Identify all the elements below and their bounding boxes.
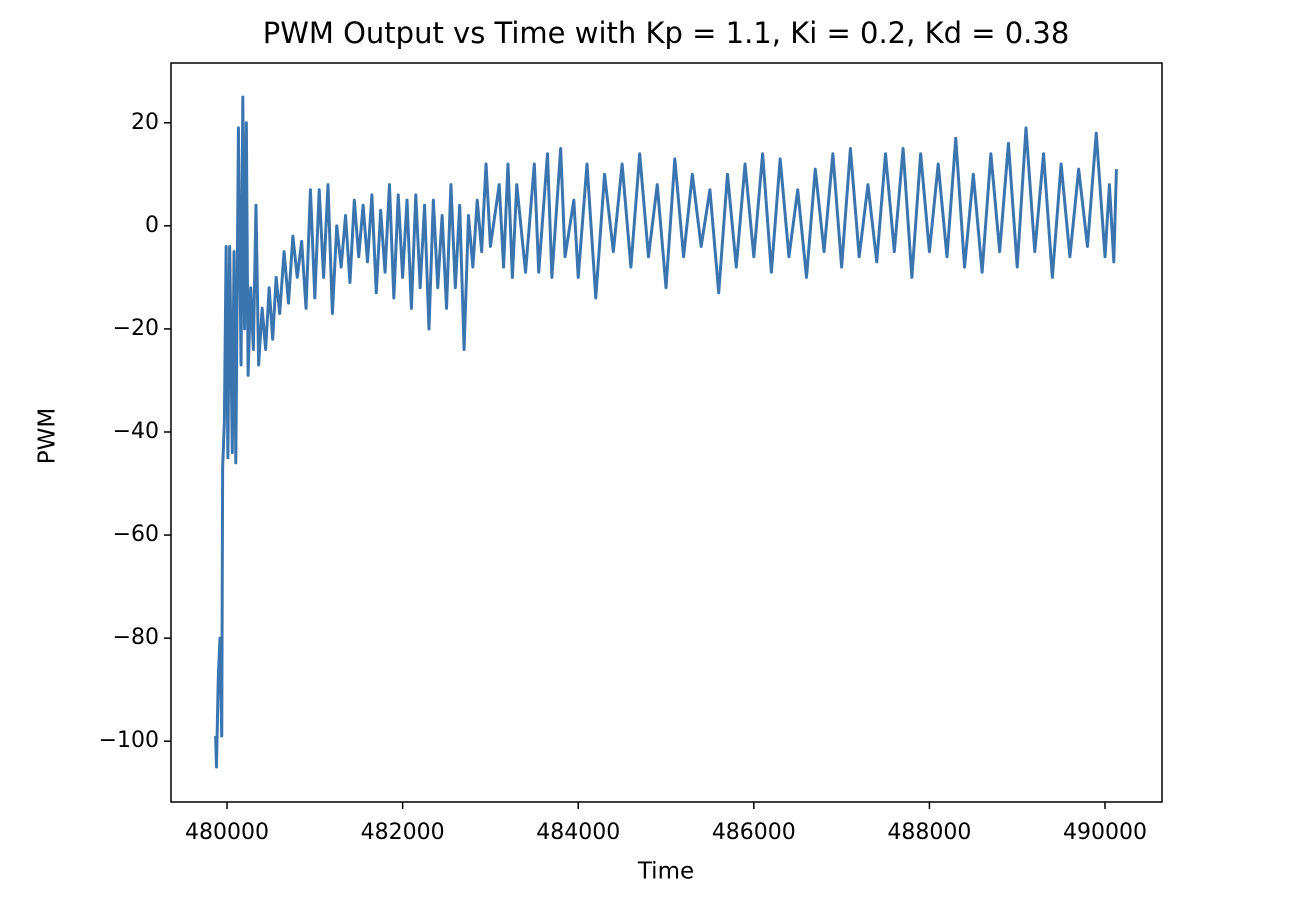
x-axis-label: Time [637, 859, 694, 885]
y-axis-label: PWM [35, 408, 61, 464]
x-tick-label: 486000 [712, 820, 796, 845]
y-tick-label: −100 [99, 728, 159, 753]
y-tick-label: 0 [145, 213, 159, 238]
plot-frame [170, 62, 1163, 803]
x-tick-label: 480000 [185, 820, 269, 845]
y-tick-label: −80 [113, 625, 159, 650]
x-tick-label: 488000 [887, 820, 971, 845]
data-line [214, 95, 1118, 769]
x-tick-label: 490000 [1063, 820, 1147, 845]
x-tick-label: 482000 [361, 820, 445, 845]
chart-title: PWM Output vs Time with Kp = 1.1, Ki = 0… [263, 16, 1070, 50]
y-tick-label: −40 [113, 419, 159, 444]
y-tick-label: −60 [113, 522, 159, 547]
y-tick-label: 20 [131, 110, 159, 135]
y-tick-label: −20 [113, 316, 159, 341]
x-tick-label: 484000 [536, 820, 620, 845]
